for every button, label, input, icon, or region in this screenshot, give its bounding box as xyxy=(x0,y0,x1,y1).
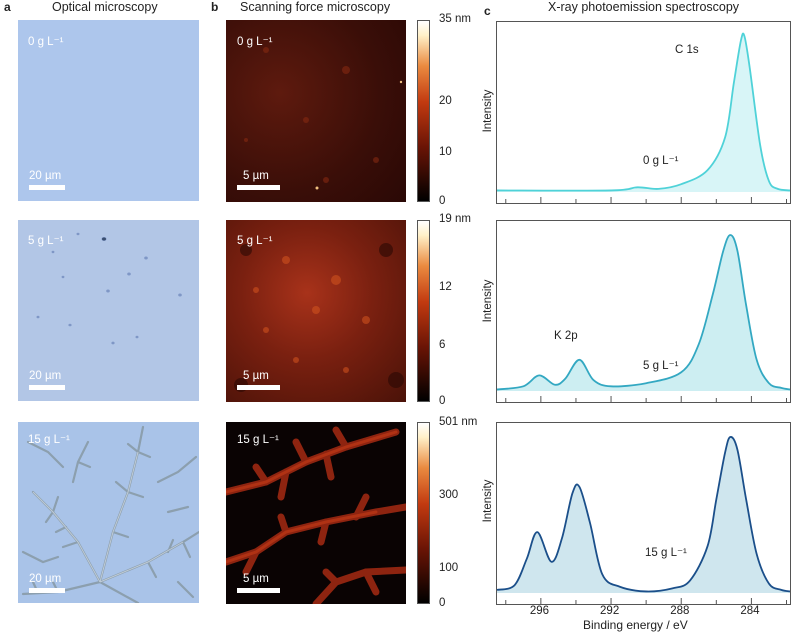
sfm-scale-bar xyxy=(237,185,280,190)
panel-letter-a: a xyxy=(4,0,11,14)
colorbar-tick: 100 xyxy=(439,562,459,574)
xps-annotation: 15 g L⁻¹ xyxy=(645,547,687,559)
xps-annotation: 0 g L⁻¹ xyxy=(643,155,679,167)
xps-series-line xyxy=(496,234,791,391)
colorbar-tick: 0 xyxy=(439,597,446,609)
colorbar-tick: 12 xyxy=(439,281,452,293)
optical-conc-label: 0 g L⁻¹ xyxy=(28,36,64,48)
optical-scale-label: 20 µm xyxy=(29,170,62,182)
optical-scale-label: 20 µm xyxy=(29,573,62,585)
sfm-image-0 xyxy=(226,20,406,202)
xps-plot-15 xyxy=(496,422,791,605)
sfm-image-15 xyxy=(226,422,406,604)
xps-title: X-ray photoemission spectroscopy xyxy=(548,0,740,14)
sfm-conc-label: 15 g L⁻¹ xyxy=(237,434,279,446)
optical-scale-bar xyxy=(29,385,65,390)
xps-ylabel: Intensity xyxy=(482,89,494,133)
sfm-colorbar xyxy=(417,220,430,402)
xps-plot-0 xyxy=(496,21,791,204)
sfm-scale-label: 5 µm xyxy=(243,170,269,182)
sfm-colorbar xyxy=(417,20,430,202)
sfm-scale-bar xyxy=(237,588,280,593)
xps-chart xyxy=(496,32,791,203)
colorbar-tick: 19 nm xyxy=(439,213,471,225)
xps-plot-5 xyxy=(496,220,791,403)
colorbar-tick: 10 xyxy=(439,146,452,158)
xps-annotation: C 1s xyxy=(675,44,699,56)
xps-area-fill xyxy=(497,436,790,593)
optical-image-5 xyxy=(18,220,199,401)
sfm-texture xyxy=(244,47,403,190)
xps-area-fill xyxy=(497,235,790,391)
optical-conc-label: 5 g L⁻¹ xyxy=(28,235,64,247)
colorbar-tick: 300 xyxy=(439,489,459,501)
sfm-conc-label: 5 g L⁻¹ xyxy=(237,235,273,247)
optical-conc-label: 15 g L⁻¹ xyxy=(28,434,70,446)
sfm-conc-label: 0 g L⁻¹ xyxy=(237,36,273,48)
optical-image-15 xyxy=(18,422,199,603)
xps-xtick-label: 296 xyxy=(529,605,550,617)
xps-chart xyxy=(496,436,791,604)
colorbar-tick: 6 xyxy=(439,339,446,351)
xps-annotation: 5 g L⁻¹ xyxy=(643,360,679,372)
sfm-image-5 xyxy=(226,220,406,402)
colorbar-tick: 0 xyxy=(439,195,446,207)
colorbar-tick: 0 xyxy=(439,395,446,407)
xps-chart xyxy=(496,234,791,402)
xps-area-fill xyxy=(497,33,790,192)
optical-scale-bar xyxy=(29,588,65,593)
colorbar-tick: 501 nm xyxy=(439,416,478,428)
optical-dendrites xyxy=(21,425,199,603)
sfm-dendrites xyxy=(226,426,406,604)
xps-xtick-label: 292 xyxy=(600,605,620,617)
sfm-scale-label: 5 µm xyxy=(243,573,269,585)
optical-scale-bar xyxy=(29,185,65,190)
panel-letter-b: b xyxy=(211,0,219,14)
optical-scale-label: 20 µm xyxy=(29,370,62,382)
xps-series-line xyxy=(496,32,791,192)
sfm-colorbar xyxy=(417,422,430,604)
xps-xtick-label: 288 xyxy=(670,605,690,617)
sfm-title: Scanning force microscopy xyxy=(240,0,391,14)
panel-letter-c: c xyxy=(484,4,491,18)
colorbar-tick: 20 xyxy=(439,95,452,107)
xps-xtick-label: 284 xyxy=(740,605,760,617)
optical-particles xyxy=(36,232,182,345)
optical-title: Optical microscopy xyxy=(52,0,158,14)
sfm-scale-bar xyxy=(237,385,280,390)
xps-series-line xyxy=(496,436,791,593)
xps-annotation: K 2p xyxy=(554,330,578,342)
colorbar-tick: 35 nm xyxy=(439,13,471,25)
xps-xlabel: Binding energy / eV xyxy=(583,618,688,632)
xps-ylabel: Intensity xyxy=(482,279,494,323)
xps-ylabel: Intensity xyxy=(482,479,494,523)
optical-image-0 xyxy=(18,20,199,201)
sfm-scale-label: 5 µm xyxy=(243,370,269,382)
